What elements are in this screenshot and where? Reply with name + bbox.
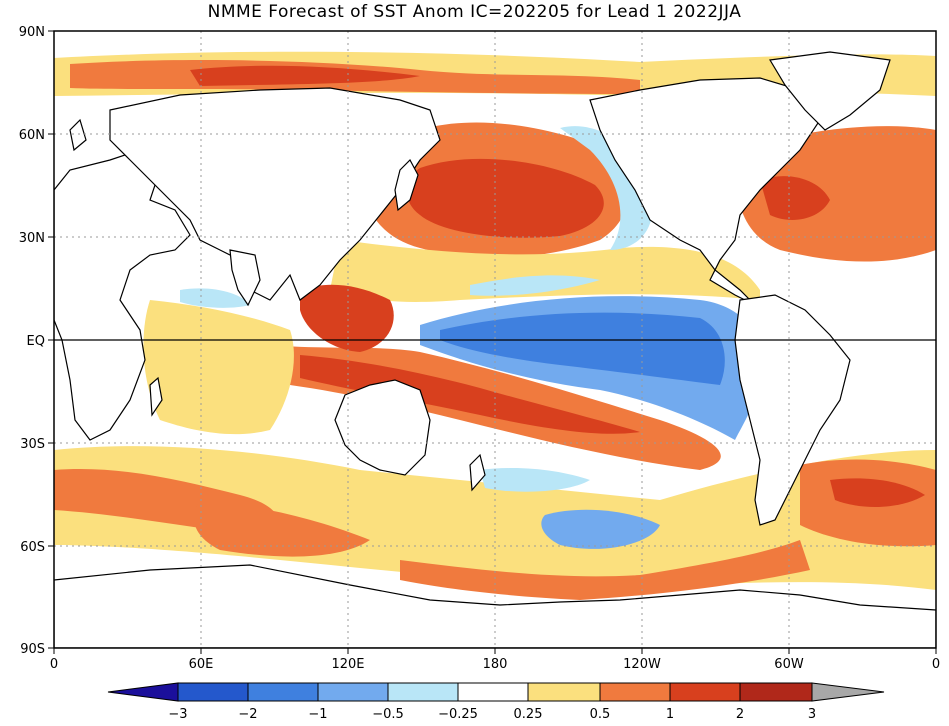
- south-pacific-weak-cold-patch: [480, 468, 590, 492]
- japan-land: [394, 159, 419, 212]
- lon-label-0-left: 0: [50, 657, 58, 672]
- lat-label-60s: 60S: [20, 540, 45, 555]
- lat-label-30n: 30N: [19, 231, 45, 246]
- lon-label-60w: 60W: [774, 657, 804, 672]
- lon-label-60e: 60E: [189, 657, 214, 672]
- indian-ocean-weak-warm-zone: [143, 300, 294, 435]
- colorbar-arrow-left: [107, 682, 179, 702]
- lat-label-30s: 30S: [20, 437, 45, 452]
- colorbar-label: −0.25: [438, 707, 478, 722]
- lat-label-60n: 60N: [19, 128, 45, 143]
- colorbar-label: 0.25: [514, 707, 543, 722]
- colorbar-segment: [527, 682, 601, 702]
- colorbar-label: −1: [308, 707, 327, 722]
- maritime-continent-hot-zone: [300, 284, 394, 352]
- south-indian-hot-zone: [194, 500, 370, 557]
- colorbar-label: 3: [808, 707, 816, 722]
- land-masses: [54, 51, 936, 648]
- colorbar-arrow-right: [811, 682, 885, 702]
- south-atlantic-very-hot-zone: [830, 478, 925, 507]
- colorbar-label: −2: [238, 707, 257, 722]
- south-america-land: [734, 294, 851, 526]
- madagascar-land: [149, 376, 163, 417]
- arctic-very-hot-zone: [190, 65, 420, 86]
- india-land: [229, 249, 261, 307]
- colorbar-segment: [177, 682, 249, 702]
- asia-land: [109, 87, 441, 301]
- greenland-land: [769, 51, 891, 131]
- colorbar-segment: [669, 682, 741, 702]
- south-pacific-hot-zone: [300, 355, 640, 434]
- australia-land: [334, 379, 431, 476]
- pacific-weak-warm-zone: [330, 240, 760, 302]
- graticule: [54, 31, 936, 648]
- lon-label-120e: 120E: [331, 657, 364, 672]
- north-pacific-hot-zone: [406, 158, 604, 238]
- colorbar-segment: [739, 682, 813, 702]
- tropical-pacific-weak-cold-zone: [470, 275, 600, 296]
- colorbar-label: 2: [736, 707, 744, 722]
- tropical-pacific-strong-cold-zone: [440, 312, 725, 385]
- colorbar-label: −3: [168, 707, 187, 722]
- map-title: NMME Forecast of SST Anom IC=202205 for …: [207, 2, 742, 22]
- lon-label-120w: 120W: [623, 657, 661, 672]
- axis-ticks: [48, 30, 937, 654]
- lat-label-eq: EQ: [27, 334, 45, 349]
- uk-land: [69, 118, 87, 152]
- new-zealand-land: [469, 453, 486, 492]
- colorbar-segment: [599, 682, 671, 702]
- colorbar: [107, 682, 885, 702]
- antarctica-land: [54, 564, 936, 648]
- colorbar-segment: [317, 682, 389, 702]
- colorbar-segment: [457, 682, 529, 702]
- lon-label-0-right: 0: [932, 657, 940, 672]
- south-pacific-cold-patch: [541, 509, 660, 549]
- colorbar-label: 0.5: [590, 707, 611, 722]
- north-atlantic-hot-zone: [760, 176, 830, 220]
- colorbar-segment: [387, 682, 459, 702]
- lat-label-90n: 90N: [19, 25, 45, 40]
- colorbar-segment: [247, 682, 319, 702]
- lon-label-180: 180: [483, 657, 508, 672]
- indian-ocean-weak-cold-zone: [180, 288, 250, 308]
- lat-label-90s: 90S: [20, 642, 45, 657]
- antarctic-coast-warm-zone: [400, 540, 810, 600]
- colorbar-label: 1: [666, 707, 674, 722]
- colorbar-label: −0.5: [372, 707, 404, 722]
